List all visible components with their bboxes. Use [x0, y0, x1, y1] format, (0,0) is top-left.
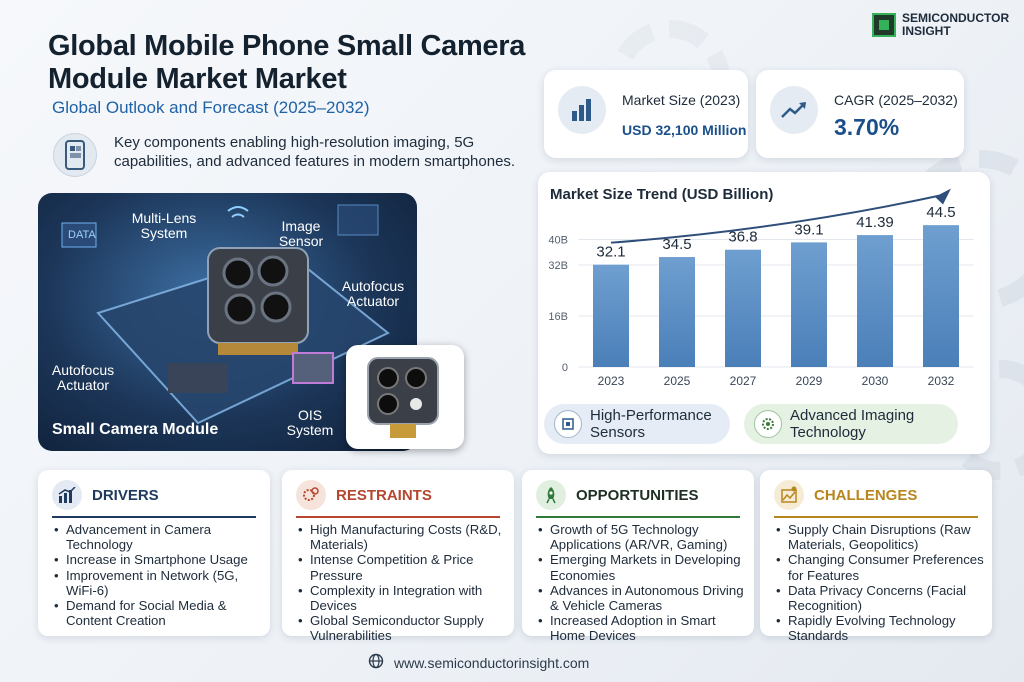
market-trend-chart-card: Market Size Trend (USD Billion) 0 16B 32B 4… [538, 172, 990, 454]
x-tick-label: 2025 [664, 374, 691, 388]
bar-value-label: 44.5 [926, 204, 955, 221]
y-tick-label: 16B [548, 311, 568, 323]
trend-arrow-head [935, 188, 951, 205]
opportunities-panel: OPPORTUNITIES Growth of 5G Technology Ap… [522, 470, 754, 643]
cagr-card: CAGR (2025–2032) 3.70% [756, 70, 964, 158]
bar-chart-icon [558, 86, 606, 134]
bar-value-label: 39.1 [794, 221, 823, 238]
label-autofocus-actuator-right: Autofocus Actuator [341, 278, 405, 309]
drivers-list: Advancement in Camera Technology Increas… [54, 522, 262, 628]
restraints-title: RESTRAINTS [336, 486, 432, 504]
restraints-list: High Manufacturing Costs (R&D, Materials… [298, 522, 506, 644]
smartphone-icon [53, 133, 97, 177]
list-item: Global Semiconductor Supply Vulnerabilit… [298, 613, 506, 643]
market-size-value: USD 32,100 Million [622, 122, 747, 138]
feature-advanced-imaging: Advanced Imaging Technology [744, 404, 958, 444]
market-trend-chart: 0 16B 32B 40B 32.1 2023 34.5 2025 36.8 2027 39.1 20… [548, 188, 974, 388]
label-multi-lens-system: Multi-Lens System [131, 210, 197, 241]
chart-title: Market Size Trend (USD Billion) [550, 186, 774, 203]
x-tick-label: 2027 [730, 374, 757, 388]
list-item: Intense Competition & Price Pressure [298, 552, 506, 582]
footer: www.semiconductorinsight.com [368, 653, 589, 672]
list-item: Increase in Smartphone Usage [54, 552, 262, 567]
bar [791, 242, 827, 367]
opportunities-title: OPPORTUNITIES [576, 486, 699, 504]
opportunities-list: Growth of 5G Technology Applications (AR… [538, 522, 746, 644]
phone-illustration [61, 204, 390, 425]
label-ois-system: OIS System [286, 407, 334, 438]
x-tick-label: 2029 [796, 374, 823, 388]
hero-title: Small Camera Module [52, 421, 219, 438]
list-item: Emerging Markets in Developing Economies [538, 552, 746, 582]
y-tick-label: 32B [548, 260, 568, 272]
list-item: High Manufacturing Costs (R&D, Materials… [298, 522, 506, 552]
gear-icon [754, 410, 782, 438]
cagr-label: CAGR (2025–2032) [834, 92, 958, 108]
bar-value-label: 41.39 [856, 214, 894, 231]
page-description: Key components enabling high-resolution … [114, 134, 516, 170]
list-item: Complexity in Integration with Devices [298, 583, 506, 613]
challenges-title: CHALLENGES [814, 486, 918, 504]
list-item: Data Privacy Concerns (Facial Recognitio… [776, 583, 984, 613]
chip-logo-icon [872, 13, 896, 37]
label-image-sensor: Image Sensor [278, 218, 324, 249]
label-autofocus-actuator-left: Autofocus Actuator [51, 362, 115, 393]
challenges-panel: CHALLENGES Supply Chain Disruptions (Raw… [760, 470, 992, 643]
drivers-title: DRIVERS [92, 486, 159, 504]
bar [593, 264, 629, 367]
x-tick-label: 2030 [862, 374, 889, 388]
data-tag: DATA [68, 229, 96, 241]
list-item: Improvement in Network (5G, WiFi-6) [54, 568, 262, 598]
list-item: Advances in Autonomous Driving & Vehicle… [538, 583, 746, 613]
feature-label: Advanced Imaging Technology [790, 407, 915, 441]
list-item: Advancement in Camera Technology [54, 522, 262, 552]
list-item: Changing Consumer Preferences for Featur… [776, 552, 984, 582]
y-tick-label: 0 [562, 362, 568, 374]
drivers-panel: DRIVERS Advancement in Camera Technology… [38, 470, 270, 636]
list-item: Growth of 5G Technology Applications (AR… [538, 522, 746, 552]
list-item: Supply Chain Disruptions (Raw Materials,… [776, 522, 984, 552]
footer-url[interactable]: www.semiconductorinsight.com [394, 654, 590, 671]
chip-icon [554, 410, 582, 438]
y-tick-label: 40B [548, 235, 568, 247]
list-item: Rapidly Evolving Technology Standards [776, 613, 984, 643]
market-size-card: Market Size (2023) USD 32,100 Million [544, 70, 748, 158]
logo-line-1: SEMICONDUCTOR [902, 11, 1010, 25]
growth-chart-icon [52, 480, 82, 510]
list-item: Demand for Social Media & Content Creati… [54, 598, 262, 628]
rocket-icon [536, 480, 566, 510]
x-tick-label: 2032 [928, 374, 955, 388]
bar [659, 257, 695, 367]
bar-value-label: 34.5 [662, 236, 691, 253]
globe-icon [368, 653, 384, 672]
trend-up-icon [770, 86, 818, 134]
logo-line-2: INSIGHT [902, 24, 951, 38]
trend-arrow [610, 193, 944, 244]
gears-warning-icon [296, 480, 326, 510]
bar [923, 225, 959, 367]
warning-chart-icon [774, 480, 804, 510]
list-item: Increased Adoption in Smart Home Devices [538, 613, 746, 643]
bar [857, 235, 893, 367]
feature-high-performance-sensors: High-Performance Sensors [544, 404, 730, 444]
feature-label: High-Performance Sensors [590, 407, 712, 441]
company-logo: SEMICONDUCTOR INSIGHT [872, 12, 1009, 38]
page-title: Global Mobile Phone Small Camera Module … [48, 30, 526, 95]
page-subtitle: Global Outlook and Forecast (2025–2032) [52, 98, 370, 117]
challenges-list: Supply Chain Disruptions (Raw Materials,… [776, 522, 984, 644]
market-size-label: Market Size (2023) [622, 92, 741, 108]
restraints-panel: RESTRAINTS High Manufacturing Costs (R&D… [282, 470, 514, 643]
cagr-value: 3.70% [834, 114, 900, 140]
camera-module-closeup [346, 345, 464, 449]
bar-value-label: 32.1 [596, 244, 625, 261]
x-tick-label: 2023 [598, 374, 625, 388]
bar-value-label: 36.8 [728, 229, 757, 246]
bar [725, 249, 761, 367]
